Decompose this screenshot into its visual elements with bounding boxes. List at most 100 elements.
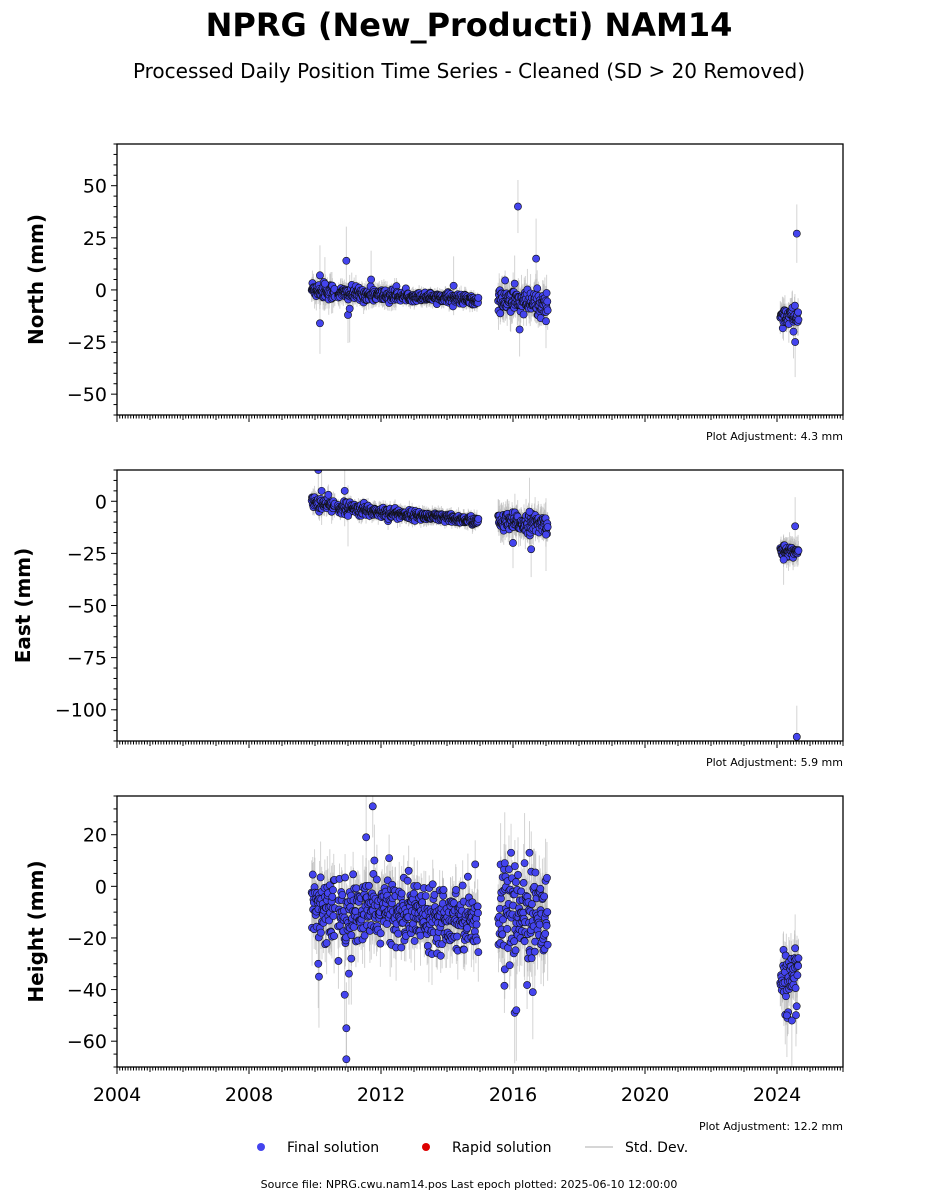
data-point: [792, 229, 801, 238]
data-point: [344, 511, 352, 520]
data-point: [316, 873, 325, 882]
data-point: [510, 862, 519, 871]
height-y-ticks: 20 0 −20 −40 −60: [67, 795, 117, 1068]
data-point: [794, 546, 803, 555]
data-point: [519, 310, 528, 319]
east-plot-adjustment: Plot Adjustment: 5.9 mm: [706, 756, 843, 769]
east-y-ticks: 0 −25 −50 −75 −100: [55, 469, 117, 742]
data-point: [460, 945, 468, 954]
data-point: [472, 920, 481, 929]
east-x-ticks: [116, 741, 844, 748]
data-point: [376, 929, 385, 938]
data-point: [540, 892, 549, 901]
data-point: [421, 892, 430, 900]
east-y-axis-label: East (mm): [11, 548, 35, 664]
data-point: [452, 885, 460, 894]
height-axes-frame: [116, 795, 844, 1068]
data-point: [376, 939, 385, 948]
data-point: [471, 860, 480, 869]
data-point: [543, 908, 552, 916]
data-point: [791, 522, 800, 531]
data-point: [347, 954, 356, 963]
data-point: [517, 887, 526, 896]
north-axes-frame: [116, 143, 844, 416]
data-point: [543, 523, 552, 531]
data-point: [397, 943, 406, 952]
panels: 50 25 0 −25 −50 North (mm) Plot Adjustment: 4.…: [11, 143, 844, 1133]
data-point: [510, 279, 519, 288]
data-point: [793, 971, 802, 980]
data-point: [342, 1024, 351, 1033]
figure-subtitle: Processed Daily Position Time Series - C…: [133, 59, 805, 83]
x-tick-label: 2004: [93, 1084, 141, 1106]
data-point: [329, 886, 337, 894]
y-tick-label: −100: [55, 700, 107, 722]
data-point: [528, 988, 537, 997]
height-x-ticks: 2004 2008 2012 2016 2020 2024: [93, 1067, 844, 1106]
data-point: [349, 870, 358, 879]
y-tick-label: −50: [67, 384, 107, 406]
data-point: [523, 981, 531, 989]
data-point: [501, 276, 510, 285]
data-point: [314, 470, 323, 474]
data-point: [536, 884, 545, 893]
north-panel: 50 25 0 −25 −50 North (mm) Plot Adjustment: 4.…: [24, 143, 844, 443]
data-point: [474, 515, 483, 523]
data-point: [533, 284, 542, 293]
data-point: [314, 959, 323, 968]
y-tick-label: 0: [95, 876, 107, 898]
data-point: [525, 848, 534, 857]
data-point: [397, 889, 406, 898]
data-point: [542, 317, 550, 326]
data-point: [500, 981, 509, 990]
data-point: [528, 900, 536, 908]
data-point: [505, 961, 514, 970]
x-tick-label: 2012: [357, 1084, 405, 1106]
data-point: [794, 961, 802, 970]
data-point: [511, 946, 520, 955]
north-y-ticks: 50 25 0 −25 −50: [67, 143, 117, 416]
y-tick-label: 0: [95, 280, 107, 302]
data-point: [308, 870, 317, 879]
data-point: [341, 873, 349, 882]
data-point: [458, 881, 467, 890]
data-point: [328, 892, 337, 901]
y-tick-label: −20: [67, 928, 107, 950]
data-point: [428, 880, 437, 889]
data-point: [530, 947, 539, 956]
east-axes-frame: [116, 469, 844, 742]
data-point: [394, 929, 403, 938]
data-point: [368, 802, 377, 811]
y-tick-label: 0: [95, 491, 107, 513]
data-point: [322, 939, 331, 947]
data-point: [792, 1011, 800, 1020]
data-point: [340, 486, 349, 495]
data-point: [792, 732, 801, 741]
data-point: [498, 930, 507, 939]
y-tick-label: −75: [67, 648, 107, 670]
data-point: [340, 990, 349, 999]
data-point: [514, 202, 522, 211]
data-point: [512, 878, 520, 886]
data-point: [385, 854, 394, 862]
x-tick-label: 2016: [489, 1084, 537, 1106]
y-tick-label: −40: [67, 980, 107, 1002]
data-point: [345, 304, 354, 313]
y-tick-label: −25: [67, 332, 107, 354]
data-point: [329, 912, 338, 920]
height-final-points: [307, 802, 803, 1064]
data-point: [535, 920, 544, 929]
data-point: [543, 940, 552, 949]
data-point: [372, 875, 381, 884]
data-point: [794, 308, 802, 317]
y-tick-label: −50: [67, 596, 107, 618]
data-point: [439, 885, 448, 894]
x-tick-label: 2008: [225, 1084, 273, 1106]
data-point: [403, 876, 412, 885]
data-point: [410, 937, 419, 945]
data-point: [783, 1011, 791, 1020]
data-point: [532, 254, 540, 263]
data-point: [315, 972, 323, 981]
data-point: [423, 941, 432, 950]
